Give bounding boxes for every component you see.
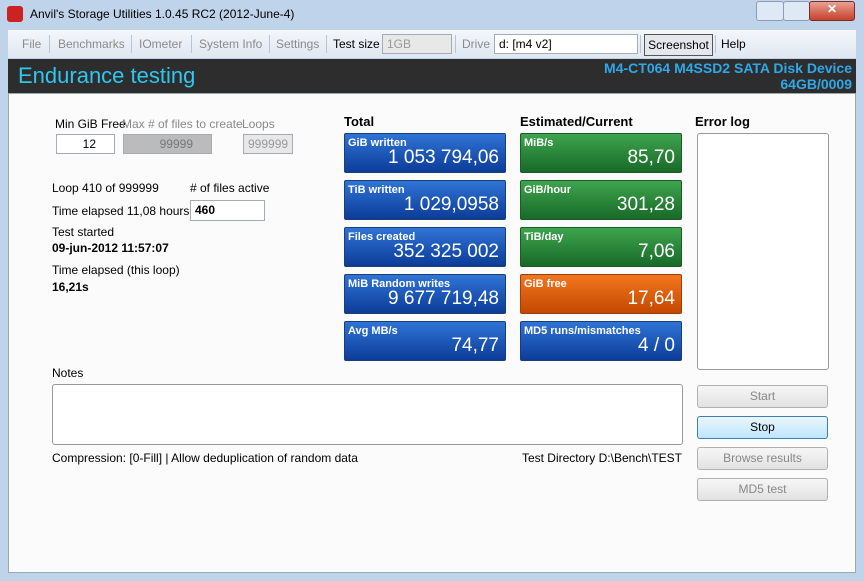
loops-input[interactable]: 999999	[243, 134, 293, 154]
stat-tile: MD5 runs/mismatches 4 / 0	[520, 321, 682, 361]
tile-value: 301,28	[616, 194, 675, 215]
action-button[interactable]: MD5 test	[697, 478, 828, 501]
total-title: Total	[344, 114, 375, 129]
action-button[interactable]: Start	[697, 385, 828, 408]
files-active-input[interactable]: 460	[190, 200, 265, 221]
tile-value: 4 / 0	[638, 335, 675, 356]
menu-item[interactable]: Settings	[276, 37, 320, 51]
current-title: Estimated/Current	[520, 114, 633, 129]
notes-label: Notes	[52, 366, 84, 380]
loop-status: Loop 410 of 999999	[52, 181, 159, 195]
menu-separator	[715, 35, 716, 53]
tile-label: TiB/day	[524, 231, 564, 243]
test-size-combo[interactable]: 1GB	[382, 34, 452, 54]
tile-value: 74,77	[451, 335, 499, 356]
minimize-button[interactable]	[756, 1, 784, 21]
tile-label: MiB Random writes	[348, 278, 451, 290]
error-log-title: Error log	[695, 114, 750, 129]
time-elapsed: Time elapsed 11,08 hours	[52, 204, 190, 218]
tile-label: MiB/s	[524, 137, 554, 149]
tile-value: 9 677 719,48	[388, 288, 499, 309]
files-active-label: # of files active	[190, 181, 270, 195]
tile-label: Avg MB/s	[348, 325, 398, 337]
menu-separator	[326, 35, 327, 53]
stat-tile: GiB/hour 301,28	[520, 180, 682, 220]
stat-tile: TiB written 1 029,0958	[344, 180, 506, 220]
menu-item[interactable]: Benchmarks	[58, 37, 125, 51]
stat-tile: TiB/day 7,06	[520, 227, 682, 267]
tile-value: 1 053 794,06	[388, 147, 499, 168]
window-title: Anvil's Storage Utilities 1.0.45 RC2 (20…	[30, 7, 295, 21]
menu-separator	[455, 35, 456, 53]
tile-label: GiB written	[348, 137, 407, 149]
stat-tile: MiB/s 85,70	[520, 133, 682, 173]
action-button[interactable]: Stop	[697, 416, 828, 439]
menu-separator	[640, 35, 641, 53]
test-directory: Test Directory D:\Bench\TEST	[521, 451, 682, 465]
loop-elapsed-label: Time elapsed (this loop)	[52, 263, 180, 277]
stat-tile: MiB Random writes 9 677 719,48	[344, 274, 506, 314]
tile-value: 1 029,0958	[403, 194, 499, 215]
menu-separator	[49, 35, 50, 53]
device-name: M4-CT064 M4SSD2 SATA Disk Device	[604, 60, 852, 76]
device-firmware: 64GB/0009	[780, 76, 852, 92]
app-icon	[7, 6, 23, 22]
max-files-input[interactable]: 99999	[123, 134, 212, 154]
help-menu[interactable]: Help	[721, 37, 746, 51]
loop-elapsed: 16,21s	[52, 280, 89, 294]
stat-tile: GiB free 17,64	[520, 274, 682, 314]
tile-label: Files created	[348, 231, 416, 243]
tile-value: 17,64	[627, 288, 675, 309]
menu-item[interactable]: System Info	[199, 37, 263, 51]
drive-combo[interactable]: d: [m4 v2]	[494, 34, 638, 54]
notes-box[interactable]	[52, 384, 683, 445]
tile-label: MD5 runs/mismatches	[524, 325, 641, 337]
test-started-label: Test started	[52, 225, 115, 239]
drive-label: Drive	[462, 37, 491, 51]
test-started: 09-jun-2012 11:57:07	[52, 241, 169, 255]
test-size-label: Test size	[333, 37, 380, 51]
header-title: Endurance testing	[18, 63, 196, 88]
loops-label: Loops	[242, 117, 275, 131]
menu-separator	[191, 35, 192, 53]
stat-tile: Files created 352 325 002	[344, 227, 506, 267]
menu-item[interactable]: IOmeter	[139, 37, 183, 51]
tile-value: 352 325 002	[393, 241, 499, 262]
stat-tile: GiB written 1 053 794,06	[344, 133, 506, 173]
error-log-box[interactable]	[697, 133, 829, 370]
menu-separator	[131, 35, 132, 53]
tile-value: 85,70	[627, 147, 675, 168]
close-button[interactable]: ✕	[809, 1, 855, 21]
maximize-button[interactable]	[783, 1, 810, 21]
menu-separator	[269, 35, 270, 53]
stat-tile: Avg MB/s 74,77	[344, 321, 506, 361]
min-free-input[interactable]: 12	[56, 134, 115, 154]
screenshot-button[interactable]: Screenshot	[644, 34, 713, 56]
menu-item[interactable]: File	[22, 37, 42, 51]
max-files-label: Max # of files to create	[122, 117, 243, 131]
tile-value: 7,06	[638, 241, 675, 262]
tile-label: TiB written	[348, 184, 405, 196]
drive-value: d: [m4 v2]	[499, 37, 552, 51]
tile-label: GiB/hour	[524, 184, 572, 196]
min-free-label: Min GiB Free	[55, 117, 126, 131]
tile-label: GiB free	[524, 278, 567, 290]
header-band	[8, 59, 856, 93]
compression-info: Compression: [0-Fill] | Allow deduplicat…	[52, 451, 358, 465]
action-button[interactable]: Browse results	[697, 447, 828, 470]
